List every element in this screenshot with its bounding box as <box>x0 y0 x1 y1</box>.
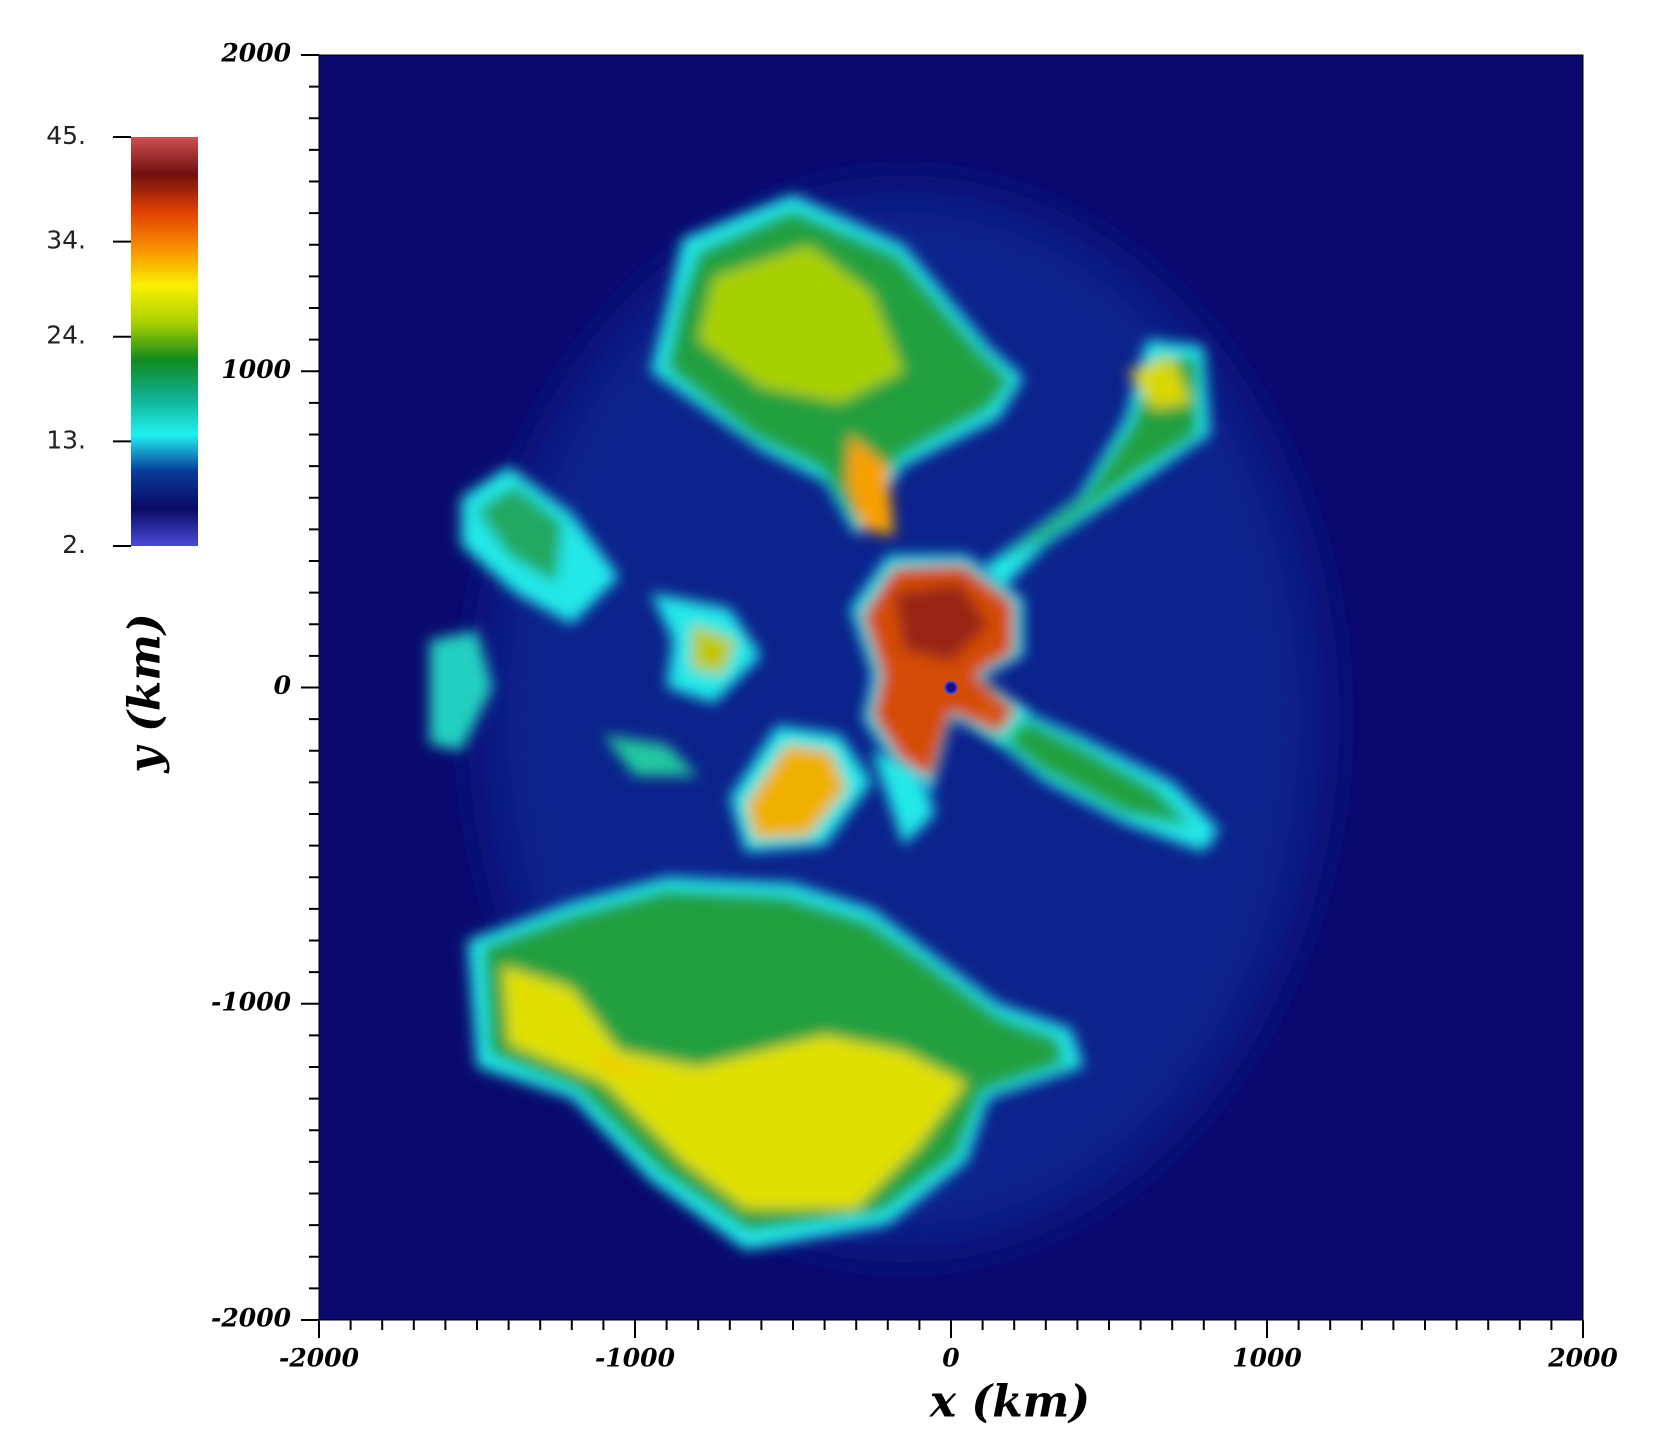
x-tick-label: 1000 <box>1232 1344 1302 1373</box>
colorbar-tick-label: 2. <box>62 530 86 559</box>
y-tick-label: 0 <box>274 671 292 700</box>
x-tick-label: 2000 <box>1547 1344 1618 1373</box>
y-tick-label: -1000 <box>211 987 292 1016</box>
field-image <box>429 175 1340 1263</box>
y-tick-label: 2000 <box>220 39 291 68</box>
y-tick-label: 1000 <box>221 355 291 384</box>
colorbar-tick-label: 45. <box>46 121 86 150</box>
y-axis-label: y (km) <box>120 613 171 774</box>
x-axis-label: x (km) <box>929 1377 1090 1428</box>
minor-ticks <box>309 85 1553 1330</box>
x-tick-label: -1000 <box>595 1344 676 1373</box>
y-tick-label: -2000 <box>211 1304 292 1333</box>
colorbar <box>131 137 198 546</box>
colorbar-tick-label: 24. <box>46 321 86 350</box>
x-tick-label: -2000 <box>279 1344 360 1373</box>
colorbar-tick-label: 13. <box>46 425 86 454</box>
x-tick-label: 0 <box>942 1344 960 1373</box>
colorbar-tick-label: 34. <box>46 226 86 255</box>
